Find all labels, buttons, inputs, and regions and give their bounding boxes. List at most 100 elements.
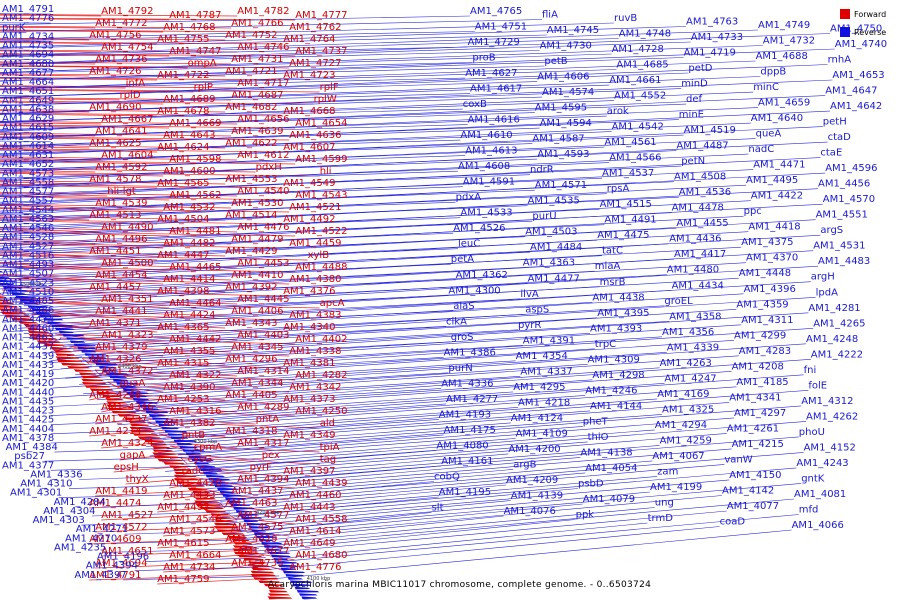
- reverse-gene-label: ndrR: [530, 165, 554, 176]
- reverse-gene-label: AM1_4396: [744, 284, 796, 295]
- reverse-gene-label: AM1_4175: [444, 425, 496, 436]
- reverse-gene-label: AM1_4362: [456, 270, 508, 281]
- reverse-gene-arrow: [122, 388, 140, 391]
- reverse-gene-label: AM1_4527: [2, 241, 54, 252]
- forward-gene-label: AM1_4614: [289, 526, 341, 537]
- reverse-connector: [54, 447, 175, 453]
- reverse-gene-label: AM1_4719: [684, 48, 736, 59]
- reverse-gene-label: minD: [681, 79, 708, 90]
- reverse-gene-label: AM1_4661: [609, 75, 661, 86]
- reverse-gene-label: ctaD: [828, 132, 852, 143]
- reverse-gene-label: AM1_4515: [600, 199, 652, 210]
- forward-connector: [1, 289, 158, 297]
- reverse-gene-label: AM1_4552: [614, 91, 666, 102]
- forward-gene-label: AM1_4390: [163, 382, 215, 393]
- reverse-connector: [0, 100, 615, 123]
- forward-gene-label: AM1_4782: [237, 6, 289, 17]
- reverse-gene-label: gntK: [801, 473, 825, 484]
- forward-gene-arrow: [31, 337, 58, 340]
- forward-gene-label: AM1_4488: [295, 262, 347, 273]
- forward-gene-label: AM1_4355: [163, 346, 215, 357]
- forward-connector: [0, 148, 284, 153]
- forward-gene-arrow: [67, 366, 90, 369]
- reverse-gene-arrow: [132, 398, 150, 401]
- forward-gene-label: AM1_4315: [157, 358, 209, 369]
- reverse-connector: [130, 386, 737, 432]
- map-title: Acaryochloris marina MBIC11017 chromosom…: [268, 580, 651, 590]
- reverse-gene-label: AM1_4542: [612, 122, 664, 133]
- forward-gene-arrow: [174, 471, 194, 475]
- forward-connector: [0, 113, 158, 117]
- forward-connector: [147, 421, 164, 429]
- reverse-connector: [0, 162, 610, 188]
- reverse-gene-label: AM1_4139: [511, 491, 563, 502]
- forward-gene-arrow: [24, 324, 43, 327]
- reverse-gene-label: AM1_4199: [650, 482, 702, 493]
- forward-gene-arrow: [232, 548, 258, 551]
- forward-gene-label: AM1_4764: [283, 34, 335, 45]
- legend-reverse-swatch: [840, 27, 850, 37]
- reverse-connector: [0, 62, 473, 74]
- reverse-gene-label: AM1_4200: [508, 444, 560, 455]
- forward-gene-label: AM1_4726: [89, 66, 141, 77]
- forward-gene-label: infA: [126, 78, 146, 89]
- reverse-gene-label: AM1_4196: [97, 552, 149, 563]
- reverse-gene-arrow: [240, 516, 263, 519]
- reverse-gene-arrow: [66, 337, 86, 340]
- reverse-gene-label: folE: [808, 380, 827, 391]
- reverse-gene-label: AM1_4596: [825, 163, 877, 174]
- reverse-connector: [0, 57, 684, 82]
- forward-gene-label: AM1_4323: [101, 330, 153, 341]
- reverse-connector: [239, 503, 583, 537]
- reverse-gene-label: AM1_4533: [460, 208, 512, 219]
- reverse-connector: [0, 127, 540, 147]
- forward-connector: [169, 553, 260, 561]
- reverse-connector: [6, 281, 811, 332]
- reverse-gene-label: AM1_4750: [830, 24, 882, 35]
- reverse-connector: [0, 186, 463, 203]
- forward-connector: [101, 513, 229, 521]
- reverse-gene-label: aspS: [525, 304, 549, 315]
- forward-gene-label: apcA: [320, 298, 345, 309]
- forward-gene-arrow: [173, 468, 191, 471]
- forward-gene-arrow: [5, 314, 31, 318]
- reverse-gene-label: AM1_4613: [465, 146, 517, 157]
- forward-connector: [31, 313, 290, 321]
- reverse-gene-label: AM1_4546: [2, 223, 54, 234]
- reverse-connector: [115, 372, 449, 394]
- reverse-gene-label: AM1_4730: [540, 41, 592, 52]
- reverse-gene-label: AM1_4591: [463, 177, 515, 188]
- forward-gene-label: AM1_4406: [231, 306, 283, 317]
- forward-connector: [26, 309, 232, 317]
- reverse-gene-label: AM1_4776: [2, 13, 54, 24]
- reverse-gene-arrow: [98, 366, 118, 369]
- reverse-gene-arrow: [299, 593, 318, 596]
- reverse-gene-arrow: [88, 356, 107, 359]
- reverse-connector: [0, 201, 456, 219]
- forward-connector: [0, 98, 120, 101]
- forward-gene-arrow: [210, 513, 230, 516]
- kbp-tick-label: 4300 kbp: [194, 439, 218, 445]
- reverse-connector: [202, 460, 653, 500]
- reverse-gene-arrow: [55, 327, 75, 331]
- reverse-gene-arrow: [2, 286, 24, 289]
- reverse-connector: [0, 33, 831, 65]
- forward-connector: [180, 457, 188, 465]
- reverse-gene-label: AM1_4531: [813, 241, 865, 252]
- forward-gene-label: AM1_4755: [157, 34, 209, 45]
- forward-gene-label: rplP: [194, 82, 213, 93]
- forward-gene-arrow: [137, 436, 162, 439]
- reverse-connector: [133, 390, 809, 441]
- forward-connector: [0, 17, 296, 21]
- reverse-gene-label: AM1_4642: [830, 101, 882, 112]
- reverse-gene-label: AM1_4363: [523, 258, 575, 269]
- reverse-gene-label: AM1_4375: [741, 237, 793, 248]
- reverse-connector: [0, 81, 538, 98]
- forward-gene-arrow: [130, 430, 156, 433]
- reverse-gene-arrow: [0, 270, 4, 273]
- forward-gene-label: AM1_4521: [289, 202, 341, 213]
- forward-gene-label: AM1_4500: [101, 258, 153, 269]
- forward-connector: [0, 262, 238, 269]
- forward-gene-arrow: [250, 570, 274, 574]
- forward-connector: [0, 208, 164, 213]
